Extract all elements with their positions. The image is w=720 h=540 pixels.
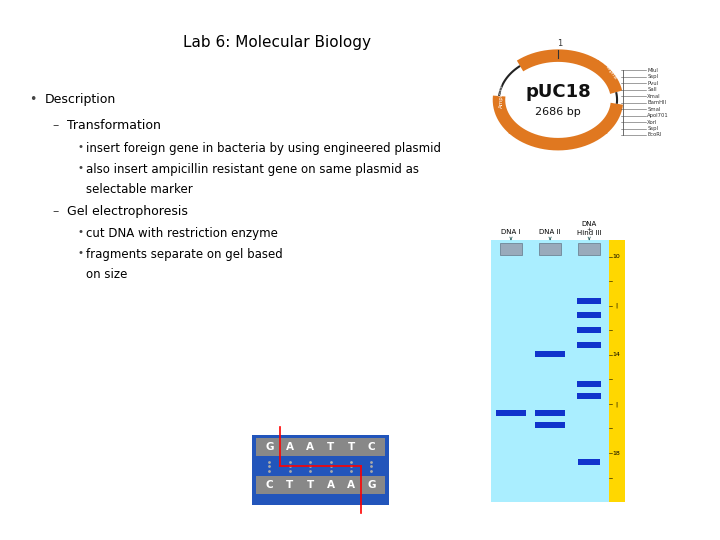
Text: •: •: [78, 248, 84, 259]
Text: SalI: SalI: [647, 87, 657, 92]
Text: 10: 10: [613, 254, 621, 259]
FancyBboxPatch shape: [609, 240, 625, 502]
Text: G: G: [265, 442, 274, 453]
FancyBboxPatch shape: [491, 240, 609, 502]
Text: MluI: MluI: [647, 68, 658, 73]
Text: A: A: [347, 480, 355, 490]
Text: also insert ampicillin resistant gene on same plasmid as: also insert ampicillin resistant gene on…: [86, 163, 419, 176]
FancyBboxPatch shape: [578, 459, 600, 465]
Text: A: A: [327, 480, 335, 490]
Text: •: •: [78, 227, 84, 238]
Text: T: T: [347, 442, 355, 453]
Text: •: •: [78, 142, 84, 152]
Text: lacZ alpha: lacZ alpha: [597, 53, 617, 80]
Text: •: •: [29, 93, 36, 106]
FancyBboxPatch shape: [577, 298, 601, 303]
Text: EcoRI: EcoRI: [647, 132, 662, 138]
Text: selectable marker: selectable marker: [86, 183, 193, 195]
Text: Ampicillin: Ampicillin: [500, 81, 504, 108]
Text: cut DNA with restriction enzyme: cut DNA with restriction enzyme: [86, 227, 278, 240]
Text: fragments separate on gel based: fragments separate on gel based: [86, 248, 283, 261]
Text: T: T: [327, 442, 334, 453]
FancyBboxPatch shape: [252, 435, 389, 505]
Text: A: A: [306, 442, 314, 453]
Text: C: C: [368, 442, 375, 453]
Text: BamHII: BamHII: [647, 100, 666, 105]
Text: SmaI: SmaI: [647, 106, 661, 112]
Text: Description: Description: [45, 93, 116, 106]
Text: •: •: [78, 163, 84, 173]
Text: DNA II: DNA II: [539, 229, 561, 235]
FancyBboxPatch shape: [539, 243, 561, 255]
FancyBboxPatch shape: [535, 410, 565, 416]
Text: DNA: DNA: [582, 221, 597, 227]
FancyBboxPatch shape: [577, 342, 601, 348]
Text: T: T: [307, 480, 314, 490]
Text: 1: 1: [557, 38, 562, 48]
Polygon shape: [589, 126, 607, 138]
Text: G: G: [367, 480, 376, 490]
Polygon shape: [517, 69, 599, 131]
Text: Lab 6: Molecular Biology: Lab 6: Molecular Biology: [183, 35, 372, 50]
FancyBboxPatch shape: [500, 243, 522, 255]
Text: DNA I: DNA I: [501, 229, 521, 235]
Text: pUC18: pUC18: [525, 83, 591, 101]
Text: Transformation: Transformation: [67, 119, 161, 132]
Polygon shape: [580, 58, 599, 69]
Text: T: T: [286, 480, 294, 490]
Text: Hind III: Hind III: [577, 230, 601, 236]
Text: –: –: [53, 205, 59, 218]
Text: SspI: SspI: [647, 74, 658, 79]
Polygon shape: [509, 126, 527, 138]
FancyBboxPatch shape: [256, 438, 385, 456]
Text: +: +: [587, 227, 592, 232]
Text: |: |: [616, 303, 618, 308]
Text: on size: on size: [86, 268, 127, 281]
Text: Gel electrophoresis: Gel electrophoresis: [67, 205, 188, 218]
Text: SspI: SspI: [647, 126, 658, 131]
FancyBboxPatch shape: [535, 352, 565, 357]
Text: |: |: [616, 401, 618, 407]
FancyBboxPatch shape: [577, 327, 601, 333]
Text: XorI: XorI: [647, 119, 658, 125]
Text: 14: 14: [613, 352, 621, 357]
FancyBboxPatch shape: [577, 393, 601, 399]
FancyBboxPatch shape: [578, 243, 600, 255]
Text: 18: 18: [613, 450, 621, 456]
FancyBboxPatch shape: [256, 476, 385, 494]
Text: insert foreign gene in bacteria by using engineered plasmid: insert foreign gene in bacteria by using…: [86, 142, 441, 155]
FancyBboxPatch shape: [496, 410, 526, 416]
FancyBboxPatch shape: [577, 381, 601, 387]
Text: ApoI701: ApoI701: [647, 113, 669, 118]
Text: 2686 bp: 2686 bp: [535, 107, 581, 117]
Text: –: –: [53, 119, 59, 132]
Text: A: A: [286, 442, 294, 453]
Text: C: C: [266, 480, 273, 490]
FancyBboxPatch shape: [535, 422, 565, 428]
Text: XmaI: XmaI: [647, 93, 661, 99]
FancyBboxPatch shape: [577, 312, 601, 318]
Text: PvuI: PvuI: [647, 80, 658, 86]
